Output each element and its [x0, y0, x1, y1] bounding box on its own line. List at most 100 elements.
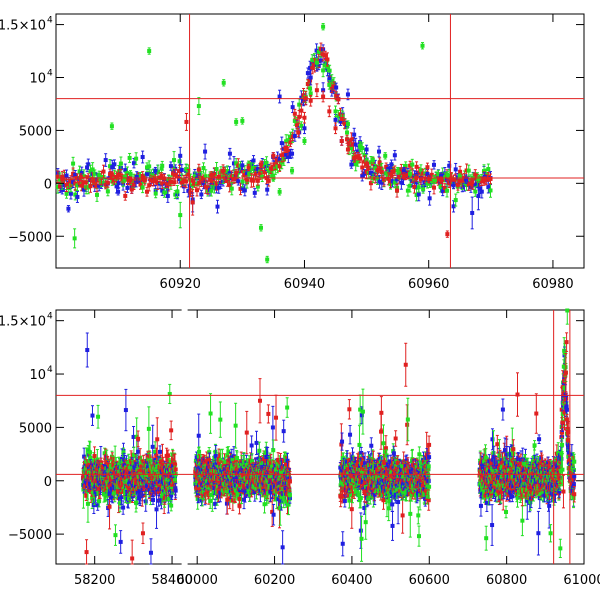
- top-red-point: [129, 187, 134, 192]
- top-red-point: [123, 193, 128, 198]
- top-red-point: [184, 119, 189, 124]
- top-blue-point: [440, 189, 445, 194]
- top-green-point: [408, 183, 413, 188]
- bottom-green-point: [84, 459, 89, 464]
- top-blue-point: [252, 190, 257, 195]
- top-blue-point: [305, 71, 310, 76]
- bottom-green-point: [96, 414, 101, 419]
- top-green-point: [105, 189, 110, 194]
- top-red-point: [168, 179, 173, 184]
- top-green-point: [473, 189, 478, 194]
- top-blue-point: [97, 183, 102, 188]
- top-red-point: [421, 171, 426, 176]
- top-red-point: [471, 182, 476, 187]
- top-green-point: [147, 164, 152, 169]
- bottom-red-point: [140, 531, 145, 536]
- top-green-point: [212, 185, 217, 190]
- bottom-green-point: [105, 493, 110, 498]
- top-green-point: [370, 158, 375, 163]
- top-red-point: [351, 142, 356, 147]
- top-green-point: [345, 122, 350, 127]
- top-red-point: [390, 169, 395, 174]
- bottom-blue-point: [121, 505, 126, 510]
- bottom-green-point: [127, 496, 132, 501]
- bottom-blue-point: [123, 408, 128, 413]
- top-red-point: [403, 171, 408, 176]
- top-red-point: [321, 52, 326, 57]
- top-red-point: [234, 176, 239, 181]
- top-red-point: [329, 85, 334, 90]
- top-green-point: [109, 124, 114, 129]
- top-green-point: [445, 188, 450, 193]
- top-blue-point: [308, 65, 313, 70]
- top-green-point: [145, 165, 150, 170]
- top-red-point: [131, 182, 136, 187]
- top-blue-point: [392, 153, 397, 158]
- top-blue-point: [333, 117, 338, 122]
- top-red-point: [338, 112, 343, 117]
- top-red-point: [364, 162, 369, 167]
- top-red-point: [342, 121, 347, 126]
- top-blue-point: [116, 181, 121, 186]
- bottom-red-point: [100, 464, 105, 469]
- top-red-point: [360, 165, 365, 170]
- top-red-point: [258, 171, 263, 176]
- top-blue-point: [165, 194, 170, 199]
- top-blue-point: [453, 167, 458, 172]
- bottom-blue-point: [119, 495, 124, 500]
- top-red-point: [445, 232, 450, 237]
- top-green-point: [476, 177, 481, 182]
- top-red-point: [416, 170, 421, 175]
- top-green-point: [336, 114, 341, 119]
- top-green-point: [58, 177, 63, 182]
- top-green-point: [88, 169, 93, 174]
- top-blue-point: [360, 174, 365, 179]
- top-green-point: [436, 172, 441, 177]
- top-red-point: [101, 169, 106, 174]
- top-red-point: [188, 190, 193, 195]
- top-red-point: [225, 179, 230, 184]
- top-red-point: [286, 149, 291, 154]
- bottom-blue-point: [109, 491, 114, 496]
- top-blue-point: [177, 177, 182, 182]
- top-blue-point: [292, 133, 297, 138]
- top-red-point: [221, 168, 226, 173]
- top-red-point: [477, 179, 482, 184]
- bottom-green-point: [139, 459, 144, 464]
- bottom-green-point: [134, 434, 139, 439]
- top-red-point: [199, 179, 204, 184]
- bottom-blue-point: [82, 454, 87, 459]
- top-green-point: [129, 180, 134, 185]
- top-red-point: [334, 93, 339, 98]
- top-blue-point: [255, 166, 260, 171]
- top-green-point: [488, 188, 493, 193]
- top-red-point: [236, 163, 241, 168]
- top-red-point: [90, 177, 95, 182]
- top-blue-point: [216, 185, 221, 190]
- top-red-point: [473, 172, 478, 177]
- bottom-green-point: [95, 457, 100, 462]
- bottom-green-point: [134, 501, 139, 506]
- top-red-point: [451, 177, 456, 182]
- top-red-point: [345, 147, 350, 152]
- top-red-point: [283, 147, 288, 152]
- top-red-point: [103, 182, 108, 187]
- top-green-point: [327, 82, 332, 87]
- top-blue-point: [355, 149, 360, 154]
- top-red-point: [384, 164, 389, 169]
- top-green-point: [290, 168, 295, 173]
- top-red-point: [345, 137, 350, 142]
- top-blue-point: [352, 132, 357, 137]
- bottom-red-point: [84, 493, 89, 498]
- top-blue-point: [349, 162, 354, 167]
- top-blue-point: [327, 77, 332, 82]
- top-red-point: [325, 57, 330, 62]
- top-red-point: [73, 181, 78, 186]
- bottom-green-point: [131, 453, 136, 458]
- top-green-point: [178, 213, 183, 218]
- top-red-point: [149, 178, 154, 183]
- top-red-point: [395, 188, 400, 193]
- top-blue-point: [60, 187, 65, 192]
- top-red-point: [203, 184, 208, 189]
